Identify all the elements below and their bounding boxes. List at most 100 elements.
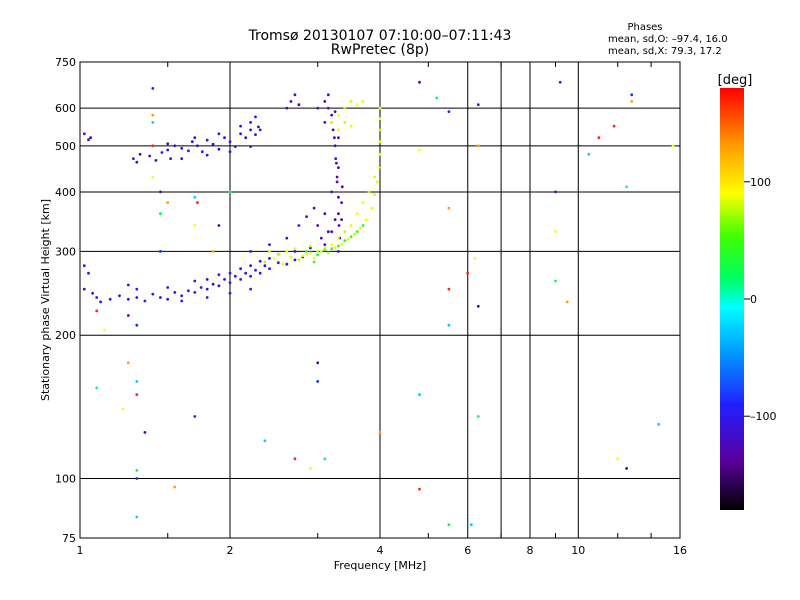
data-point [166,286,170,289]
data-point [135,515,139,519]
data-point [126,297,130,301]
data-point [228,271,232,275]
data-point [228,281,232,284]
data-point [466,271,470,275]
data-point [305,252,308,256]
data-point [334,157,338,161]
data-point [180,294,184,298]
data-point [330,230,334,234]
data-point [373,175,376,179]
data-point [337,136,340,140]
data-point [293,250,297,253]
y-tick-label: 400 [55,186,76,199]
data-point [281,262,284,266]
data-point [244,271,248,275]
data-point [193,291,197,294]
data-point [228,140,232,144]
data-point [367,190,371,194]
data-point [309,244,312,248]
data-point [355,212,359,216]
data-point [326,230,330,234]
data-point [196,201,199,205]
data-point [361,201,365,205]
data-point [196,144,199,148]
data-point [205,278,209,281]
data-point [151,144,155,148]
data-point [316,361,320,365]
data-point [435,96,439,100]
data-point [87,138,90,142]
x-tick-label: 1 [77,544,84,557]
data-point [126,283,130,287]
data-point [205,138,209,142]
data-point [268,243,271,247]
data-point [249,250,253,253]
y-tick-label: 600 [55,102,76,115]
data-point [330,121,334,124]
data-point [625,467,628,470]
data-point [476,103,480,107]
data-point [297,224,301,227]
data-point [239,267,243,271]
data-point [258,259,262,263]
data-point [373,193,376,196]
data-point [118,294,121,298]
data-points [82,80,675,527]
data-point [193,136,197,140]
data-point [151,87,155,90]
data-point [249,128,253,132]
x-tick-label: 8 [527,544,534,557]
data-point [233,145,237,149]
data-point [193,415,197,418]
data-point [326,251,330,255]
data-point [343,106,347,110]
data-point [337,113,340,117]
x-tick-label: 10 [571,544,585,557]
data-point [343,239,347,243]
data-point [263,439,267,443]
data-point [217,132,221,136]
data-point [268,257,271,260]
data-point [126,361,130,365]
data-point [180,157,184,161]
data-point [355,103,359,107]
data-point [554,190,557,194]
data-point [312,257,316,260]
data-point [263,260,267,264]
data-point [418,393,421,397]
data-point [276,252,280,256]
data-point [257,125,260,129]
data-point [447,323,451,327]
data-point [554,279,557,283]
data-point [151,113,155,117]
data-point [108,297,112,301]
data-point [358,226,362,230]
x-tick-labels: 1 2 4 6 8 10 16 [77,544,688,557]
y-tick-label: 200 [55,329,76,342]
data-point [297,258,301,262]
data-point [340,201,343,205]
data-point [268,250,271,253]
data-point [211,250,215,253]
data-point [249,274,253,278]
data-point [335,180,339,184]
data-point [205,296,209,299]
data-point [340,243,343,247]
data-point [293,247,297,251]
data-point [625,185,628,189]
data-point [151,121,155,124]
data-point [293,258,297,262]
data-point [82,132,86,136]
data-point [82,287,86,291]
data-point [476,415,480,418]
data-point [309,251,312,255]
data-point [135,393,139,397]
data-point [87,271,90,275]
x-tick-label: 16 [673,544,687,557]
data-point [349,235,353,239]
data-point [335,161,338,165]
data-point [337,195,340,199]
data-point [340,218,343,222]
data-point [337,212,340,216]
data-point [258,128,262,132]
